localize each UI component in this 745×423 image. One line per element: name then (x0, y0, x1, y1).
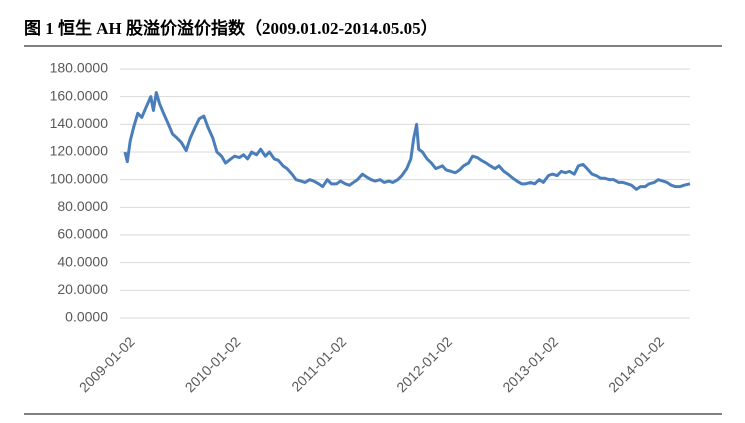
y-tick-label: 80.0000 (57, 198, 108, 214)
y-tick-label: 180.0000 (50, 60, 109, 76)
y-tick-label: 120.0000 (50, 143, 109, 159)
x-tick-label: 2014-01-02 (605, 333, 667, 395)
y-tick-label: 20.0000 (57, 281, 108, 297)
x-tick-label: 2010-01-02 (182, 333, 244, 395)
x-tick-label: 2012-01-02 (393, 333, 455, 395)
y-tick-label: 0.0000 (65, 309, 108, 325)
y-tick-label: 160.0000 (50, 87, 109, 103)
x-tick-label: 2013-01-02 (499, 333, 561, 395)
y-tick-label: 40.0000 (57, 253, 108, 269)
x-tick-label: 2011-01-02 (288, 333, 349, 394)
y-tick-label: 140.0000 (50, 115, 109, 131)
series-line (123, 91, 691, 191)
chart-title: 图 1 恒生 AH 股溢价溢价指数（2009.01.02-2014.05.05） (24, 18, 438, 38)
y-tick-label: 100.0000 (50, 170, 109, 186)
y-tick-label: 60.0000 (57, 226, 108, 242)
x-tick-label: 2009-01-02 (76, 333, 138, 395)
